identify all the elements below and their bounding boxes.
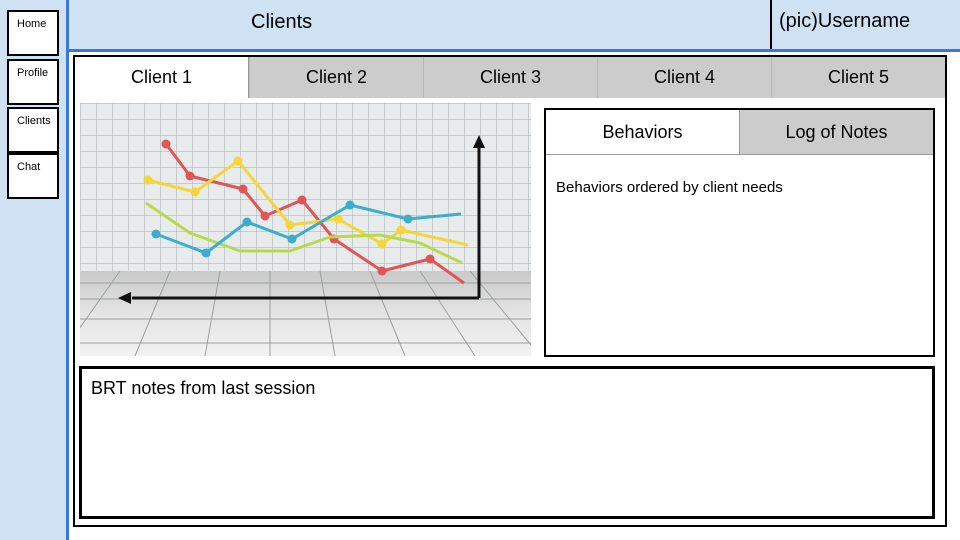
chart-point [287,234,297,244]
tab-client-2[interactable]: Client 2 [249,57,423,98]
tab-client-4[interactable]: Client 4 [597,57,771,98]
client-tab-bar: Client 1 Client 2 Client 3 Client 4 Clie… [75,57,945,98]
behaviors-tab-bar: Behaviors Log of Notes [546,110,933,155]
chart-point [403,214,413,224]
chart-point [377,239,387,249]
chart-point [297,195,307,205]
chart-point [151,229,161,239]
tab-client-5[interactable]: Client 5 [771,57,945,98]
tab-client-3[interactable]: Client 3 [423,57,597,98]
chart-point [285,220,295,230]
chart-point [190,187,200,197]
chart-series-group [143,139,469,285]
tab-behaviors[interactable]: Behaviors [546,110,740,154]
header: Clients (pic)Username [69,0,960,52]
sidebar-divider [66,0,69,540]
chart-point [143,175,153,185]
nav-clients-button[interactable]: Clients [7,107,59,153]
sidebar: Home Profile Clients Chat [0,0,66,540]
page-title: Clients [251,11,313,33]
behaviors-text: Behaviors ordered by client needs [556,179,783,196]
chart-point [377,266,387,276]
chart-point [238,184,248,194]
user-profile-button[interactable]: (pic)Username [779,10,911,32]
session-notes-area[interactable]: BRT notes from last session [79,366,935,519]
chart-illustration [80,103,531,356]
behaviors-panel: Behaviors Log of Notes Behaviors ordered… [544,108,935,357]
chart-axes [118,135,485,304]
chart-point [233,156,243,166]
nav-chat-button[interactable]: Chat [7,153,59,199]
chart-point [161,139,171,149]
nav-profile-button[interactable]: Profile [7,59,59,105]
chart-floor [80,271,531,356]
chart-point [425,254,435,264]
chart-line [145,201,463,265]
header-divider [770,0,772,49]
chart-point [201,248,211,258]
chart-point [185,171,195,181]
chart-point [260,211,270,221]
tab-log-of-notes[interactable]: Log of Notes [740,110,933,154]
nav-home-button[interactable]: Home [7,10,59,56]
progress-chart-image [80,103,531,356]
chart-point [333,214,343,224]
chart-point [396,225,406,235]
chart-point [345,200,355,210]
chart-point [242,217,252,227]
tab-client-1[interactable]: Client 1 [75,57,249,98]
